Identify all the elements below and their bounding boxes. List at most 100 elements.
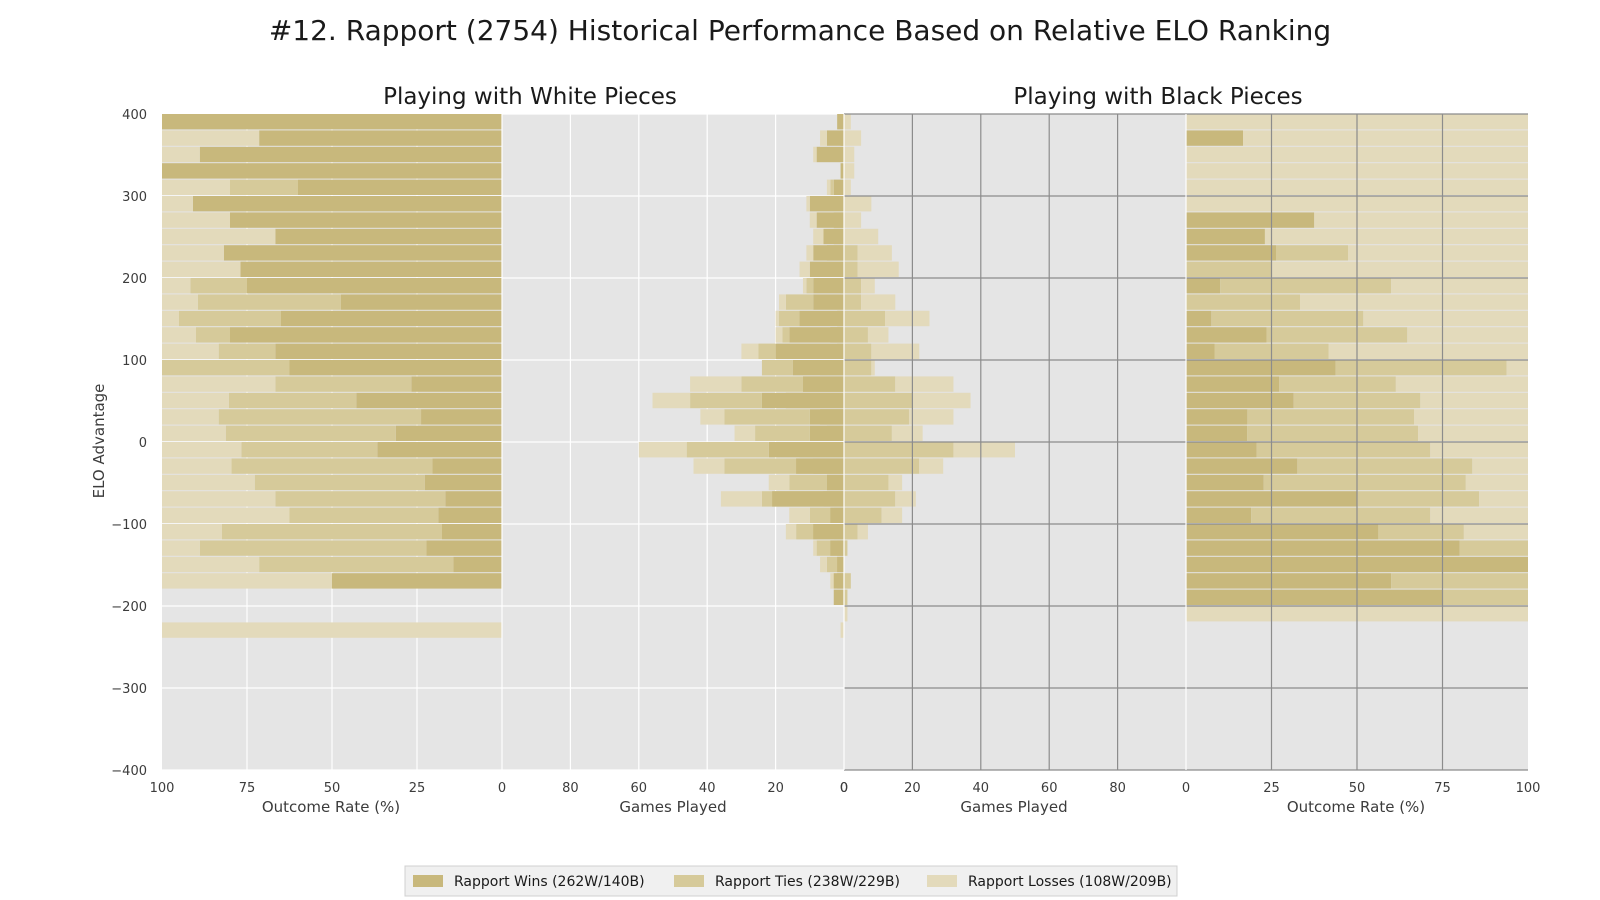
white-games-bar-l bbox=[768, 474, 790, 491]
white-rate-tick-label: 25 bbox=[409, 781, 426, 796]
black-games-bar-w bbox=[785, 392, 844, 409]
white-rate-bar-t bbox=[228, 392, 357, 409]
white-games-bar-l bbox=[813, 540, 817, 556]
white-rate-bar-t bbox=[162, 360, 290, 376]
black-rate-bar-l bbox=[1418, 425, 1528, 441]
black-games-bar-t bbox=[844, 278, 862, 294]
white-rate-tick-label: 50 bbox=[324, 781, 341, 796]
black-games-bar-w bbox=[772, 491, 844, 507]
black-games-tick-label: 60 bbox=[1041, 781, 1058, 796]
black-games-bar-l bbox=[871, 360, 875, 376]
white-rate-bar-w bbox=[340, 294, 502, 310]
white-games-bar-w bbox=[809, 261, 844, 277]
black-games-bar-t bbox=[844, 425, 892, 441]
black-games-bar-t bbox=[844, 310, 886, 327]
white-games-bar-l bbox=[813, 146, 817, 163]
black-games-tick-label: 20 bbox=[904, 781, 921, 796]
black-rate-bar-w bbox=[1186, 212, 1315, 228]
white-games-bar-w bbox=[809, 196, 844, 212]
black-rate-bar-l bbox=[1264, 228, 1528, 245]
white-rate-bar-w bbox=[192, 196, 502, 212]
white-rate-bar-w bbox=[275, 228, 502, 245]
black-rate-bar-w bbox=[1186, 589, 1443, 605]
y-tick-label: −200 bbox=[111, 600, 147, 615]
black-games-bar-l bbox=[844, 179, 851, 195]
white-games-bar-l bbox=[690, 376, 742, 392]
white-games-tick-label: 40 bbox=[699, 781, 716, 796]
black-rate-bar-t bbox=[1266, 327, 1408, 343]
white-rate-bar-t bbox=[222, 524, 442, 540]
white-games-bar-t bbox=[789, 474, 827, 491]
black-games-bar-t bbox=[844, 245, 858, 261]
white-rate-bar-w bbox=[432, 458, 502, 474]
white-rate-bar-t bbox=[179, 310, 281, 327]
black-rate-bar-w bbox=[1186, 327, 1267, 343]
black-rate-bar-t bbox=[1186, 294, 1300, 310]
black-games-bar-w bbox=[840, 278, 844, 294]
black-games-bar-l bbox=[895, 376, 954, 392]
white-rate-bar-t bbox=[275, 376, 412, 392]
black-rate-bar-l bbox=[1391, 278, 1528, 294]
white-rate-bar-l bbox=[162, 343, 219, 359]
white-games-bar-l bbox=[806, 196, 810, 212]
white-rate-bar-l bbox=[162, 573, 332, 589]
white-rate-bar-l bbox=[162, 540, 200, 556]
white-rate-bar-w bbox=[445, 491, 502, 507]
black-games-bar-l bbox=[895, 491, 916, 507]
black-games-bar-w bbox=[840, 130, 844, 146]
black-games-bar-w bbox=[802, 376, 844, 392]
white-games-bar-l bbox=[779, 294, 786, 310]
white-games-bar-w bbox=[813, 294, 844, 310]
black-rate-tick-label: 0 bbox=[1182, 781, 1190, 796]
white-games-bar-l bbox=[802, 278, 807, 294]
white-rate-bar-l bbox=[162, 474, 255, 491]
black-rate-tick-label: 100 bbox=[1516, 781, 1541, 796]
white-rate-bar-l bbox=[162, 392, 229, 409]
white-rate-bar-w bbox=[230, 327, 502, 343]
y-tick-label: 100 bbox=[122, 354, 147, 369]
black-rate-bar-w bbox=[1186, 392, 1294, 409]
black-games-bar-l bbox=[857, 524, 868, 540]
black-games-bar-w bbox=[799, 442, 844, 458]
white-rate-bar-w bbox=[275, 343, 502, 359]
white-rate-bar-t bbox=[218, 343, 276, 359]
black-rate-bar-t bbox=[1378, 524, 1464, 540]
white-games-bar-l bbox=[741, 343, 759, 359]
black-rate-bar-l bbox=[1314, 212, 1528, 228]
black-rate-bar-l bbox=[1363, 310, 1528, 327]
black-rate-bar-l bbox=[1395, 376, 1528, 392]
black-games-bar-w bbox=[826, 245, 844, 261]
black-rate-bar-l bbox=[1472, 458, 1528, 474]
black-games-bar-w bbox=[830, 327, 844, 343]
black-rate-bar-t bbox=[1459, 540, 1528, 556]
y-tick-label: 0 bbox=[139, 436, 147, 451]
black-rate-bar-t bbox=[1335, 360, 1507, 376]
black-rate-bar-w bbox=[1186, 442, 1257, 458]
black-games-bar-l bbox=[861, 294, 896, 310]
white-rate-bar-l bbox=[162, 425, 226, 441]
black-games-bar-t bbox=[844, 376, 896, 392]
black-games-bar-l bbox=[844, 146, 855, 163]
white-games-bar-l bbox=[813, 228, 824, 245]
black-games-bar-t bbox=[844, 458, 920, 474]
white-rate-bar-w bbox=[240, 261, 502, 277]
black-rate-bar-t bbox=[1263, 474, 1466, 491]
grid-overlay-layer bbox=[501, 113, 1528, 771]
black-rate-bar-t bbox=[1276, 245, 1348, 261]
white-rate-bar-w bbox=[442, 524, 502, 540]
legend-swatch-losses bbox=[927, 875, 957, 887]
white-games-bar-w bbox=[833, 179, 844, 195]
black-games-bar-l bbox=[912, 392, 971, 409]
plot-layer bbox=[162, 113, 1528, 771]
white-games-bar-l bbox=[809, 212, 817, 228]
white-rate-bar-w bbox=[162, 114, 502, 130]
white-rate-bar-w bbox=[332, 573, 502, 589]
white-games-bar-w bbox=[840, 163, 844, 179]
white-rate-bar-t bbox=[275, 491, 446, 507]
white-games-tick-label: 20 bbox=[767, 781, 784, 796]
black-games-bar-w bbox=[837, 556, 844, 573]
white-games-bar-l bbox=[820, 130, 827, 146]
black-rate-bar-w bbox=[1186, 278, 1221, 294]
